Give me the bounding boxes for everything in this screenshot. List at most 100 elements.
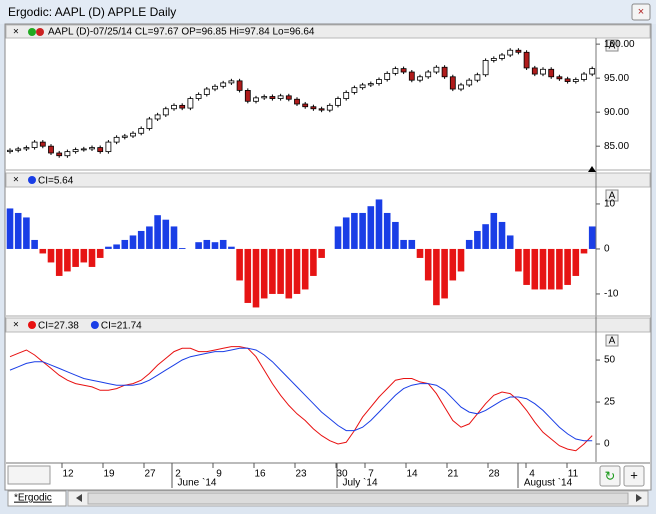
candle-body <box>80 148 87 151</box>
histogram-bar <box>88 248 96 267</box>
histogram-bar <box>547 248 555 290</box>
histogram-bar <box>334 226 342 249</box>
histogram-bar <box>96 248 104 258</box>
candle-body <box>39 141 46 147</box>
candle-body <box>97 147 104 153</box>
pane-header <box>5 317 651 333</box>
candle-body <box>359 84 366 89</box>
autoscale-button[interactable] <box>605 39 619 52</box>
candle-body <box>187 98 194 109</box>
close-pane[interactable]: × <box>13 175 19 186</box>
candle-body <box>589 68 596 75</box>
histogram-bar <box>408 239 416 249</box>
histogram-bar <box>424 248 432 281</box>
x-tick-label: 28 <box>488 469 500 480</box>
y-tick-label: 50 <box>604 355 616 366</box>
y-tick-label: 25 <box>604 397 616 408</box>
x-tick-label: 14 <box>406 469 418 480</box>
tab-label[interactable]: *Ergodic <box>14 493 52 504</box>
histogram-bar <box>105 246 112 249</box>
histogram-bar <box>301 248 309 290</box>
time-scroll-box[interactable] <box>7 465 51 485</box>
candle-body <box>212 85 218 90</box>
window-title: Ergodic: AAPL (D) APPLE Daily <box>8 5 176 19</box>
ergodic-line <box>9 347 593 442</box>
x-tick-label: 27 <box>144 469 156 480</box>
histogram-bar <box>228 246 235 249</box>
close-pane[interactable]: × <box>13 27 19 38</box>
candle-body <box>179 104 186 109</box>
y-tick-label: 95.00 <box>604 73 629 84</box>
histogram-bar <box>375 199 383 249</box>
histogram-bar <box>515 248 522 272</box>
add-button[interactable] <box>623 465 645 487</box>
candle-body <box>449 76 456 90</box>
x-tick-label: 23 <box>295 469 307 480</box>
candle-body <box>154 114 161 120</box>
candle-body <box>482 60 489 76</box>
histogram-bar <box>80 248 88 263</box>
candle-body <box>113 136 120 143</box>
tab[interactable] <box>7 490 67 507</box>
x-tick-label: 7 <box>368 469 374 480</box>
refresh-icon: ↻ <box>605 468 616 483</box>
candle-body <box>523 51 530 69</box>
histogram-bar <box>293 248 301 294</box>
candle-body <box>253 97 259 102</box>
histogram-bar <box>47 248 55 263</box>
histogram-bar <box>392 221 399 249</box>
candle-body <box>220 82 227 87</box>
histogram-bar <box>129 235 137 249</box>
icon <box>36 28 44 36</box>
candle-body <box>499 54 505 59</box>
candle-body <box>581 73 587 80</box>
histogram-bar <box>523 248 530 285</box>
histogram-bar <box>310 248 317 276</box>
candle-body <box>474 74 481 81</box>
histogram-bar <box>531 248 539 290</box>
y-tick-label: 100.00 <box>604 39 635 50</box>
candle-body <box>121 135 128 138</box>
candle-body <box>548 68 555 78</box>
histogram-bar <box>564 248 571 285</box>
candle-body <box>384 72 391 80</box>
histogram-bar <box>490 212 498 249</box>
candle-body <box>146 118 153 129</box>
close-button[interactable] <box>631 3 651 21</box>
histogram-bar <box>465 239 473 249</box>
histogram-bar <box>14 212 22 249</box>
candle-body <box>269 96 276 99</box>
x-tick-label: 2 <box>175 469 181 480</box>
refresh-button[interactable] <box>599 465 621 487</box>
histogram-bar <box>383 212 391 249</box>
histogram-bar <box>162 219 170 249</box>
histogram-bar <box>433 248 440 306</box>
candle-body <box>507 49 514 56</box>
candle-body <box>138 128 145 134</box>
histogram-bar <box>64 248 71 272</box>
candle-body <box>326 104 333 111</box>
y-tick-label: 90.00 <box>604 107 629 118</box>
close-pane[interactable]: × <box>13 320 19 331</box>
x-tick-label: 12 <box>62 469 74 480</box>
autoscale-icon: A <box>609 191 616 202</box>
histogram-bar <box>121 239 129 249</box>
legend-marker <box>28 176 36 184</box>
histogram-bar <box>285 248 293 299</box>
candle-body <box>236 80 243 91</box>
scroll-thumb[interactable] <box>87 492 629 505</box>
candle-body <box>261 96 268 99</box>
scroll-left[interactable] <box>76 494 82 502</box>
candle-body <box>490 58 497 61</box>
candle-body <box>23 147 30 150</box>
legend-label: CI=27.38 <box>38 321 79 332</box>
autoscale-button[interactable] <box>605 334 619 347</box>
autoscale-button[interactable] <box>605 189 619 202</box>
histogram-bar <box>441 248 448 299</box>
x-tick-label: 9 <box>216 469 222 480</box>
scroll-right[interactable] <box>636 494 642 502</box>
y-tick-label: 0 <box>604 244 610 255</box>
candle-body <box>310 106 317 110</box>
pane-header <box>5 24 651 39</box>
histogram-bar <box>236 248 243 281</box>
